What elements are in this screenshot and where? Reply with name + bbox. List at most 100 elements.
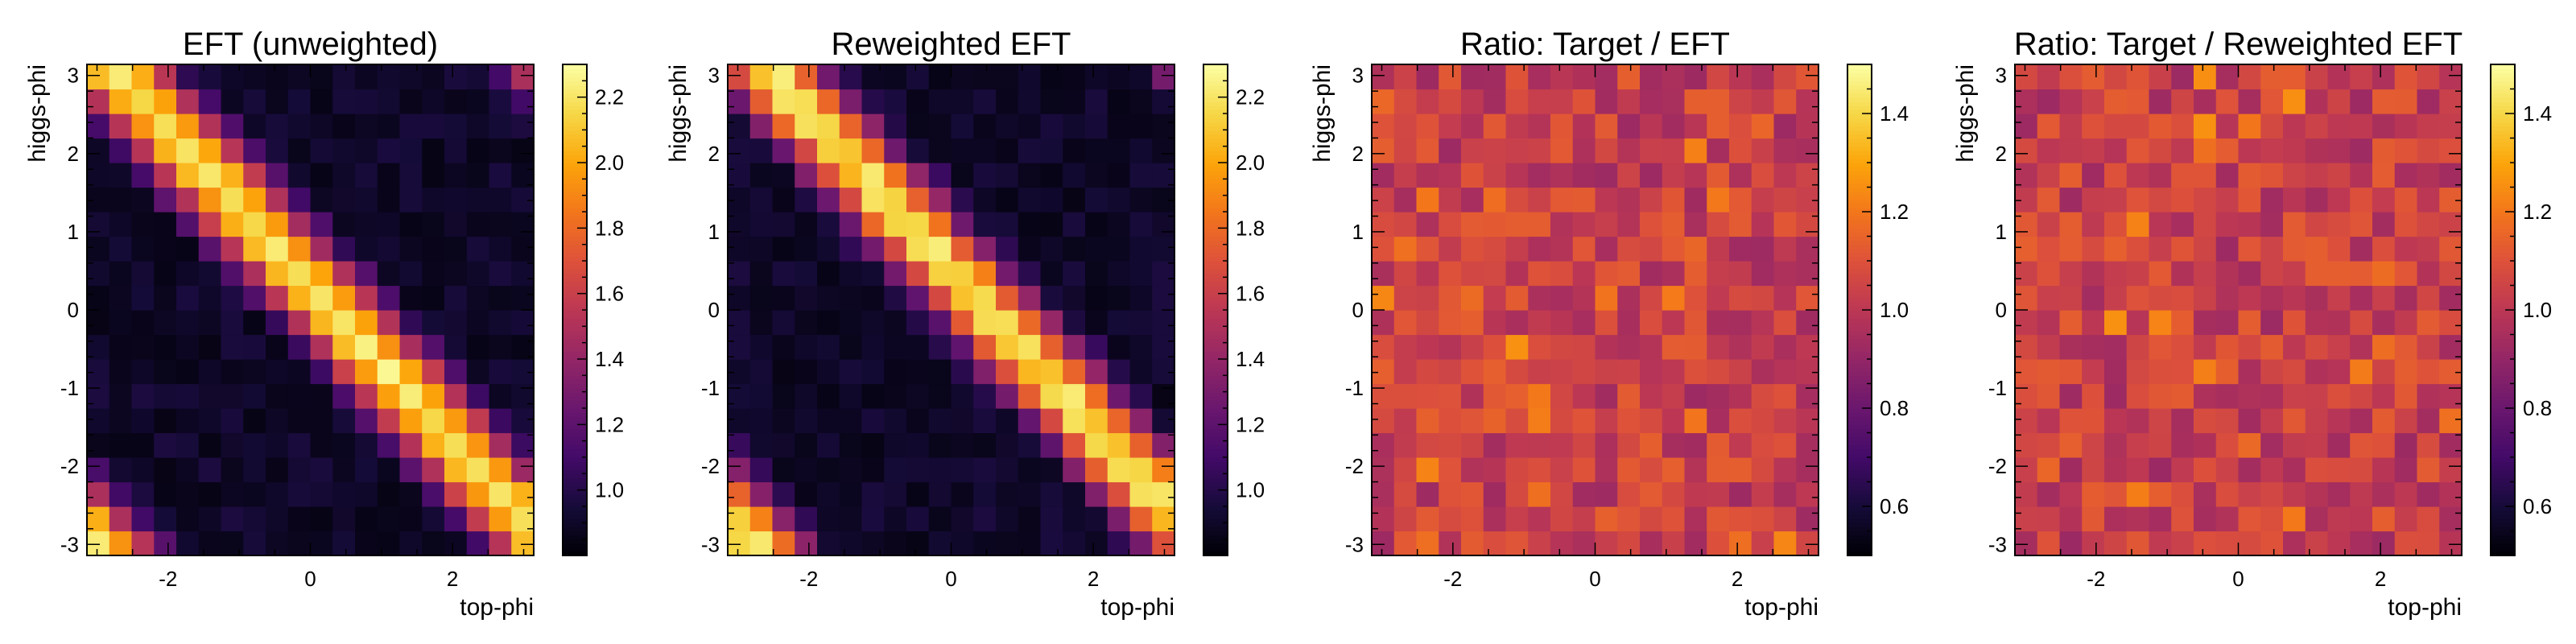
- heatmap-cell: [154, 236, 177, 262]
- colorbar-segment: [563, 97, 587, 102]
- heatmap-cell: [1796, 383, 1819, 409]
- heatmap-cell: [2350, 114, 2373, 139]
- heatmap-cell: [444, 212, 468, 237]
- heatmap-cell: [1751, 236, 1775, 262]
- heatmap-cell: [2171, 310, 2194, 336]
- heatmap-cell: [422, 89, 445, 114]
- heatmap-cell: [1107, 187, 1131, 213]
- colorbar-segment: [2491, 420, 2515, 426]
- y-tick-label: 1: [708, 220, 720, 244]
- heatmap-cell: [1572, 212, 1596, 237]
- heatmap-cell: [287, 64, 312, 90]
- colorbar-segment: [563, 518, 587, 524]
- colorbar-segment: [1203, 330, 1228, 336]
- heatmap-cell: [1129, 383, 1153, 409]
- heatmap-cell: [399, 138, 423, 163]
- heatmap-cell: [973, 138, 997, 163]
- colorbar-segment: [563, 195, 587, 200]
- heatmap-cell: [1129, 359, 1153, 385]
- heatmap-cell: [1085, 187, 1108, 213]
- colorbar-segment: [1203, 191, 1228, 196]
- colorbar-segment: [2491, 338, 2515, 344]
- heatmap-cell: [1372, 261, 1395, 287]
- colorbar-segment: [1847, 383, 1872, 389]
- heatmap-cell: [1416, 261, 1439, 287]
- heatmap-cell: [1063, 432, 1086, 458]
- heatmap-cell: [1595, 187, 1618, 213]
- heatmap-cell: [2417, 285, 2440, 311]
- heatmap-cell: [2394, 285, 2418, 311]
- heatmap-cell: [1572, 432, 1596, 458]
- colorbar-segment: [1203, 109, 1228, 114]
- colorbar-segment: [563, 530, 587, 536]
- heatmap-cell: [1773, 408, 1797, 434]
- y-tick-label: -2: [60, 454, 79, 478]
- heatmap-cell: [2215, 236, 2240, 262]
- heatmap-cell: [2015, 359, 2038, 385]
- heatmap-cell: [1483, 261, 1507, 287]
- heatmap-cell: [839, 481, 863, 507]
- heatmap-cell: [109, 481, 133, 507]
- heatmap-cell: [399, 408, 423, 434]
- heatmap-cell: [1040, 138, 1063, 163]
- heatmap-cell: [1372, 530, 1395, 556]
- heatmap-cell: [1528, 359, 1551, 385]
- heatmap-cell: [2059, 285, 2083, 311]
- colorbar-segment: [2491, 383, 2515, 389]
- heatmap-cell: [1617, 114, 1641, 139]
- heatmap-cell: [109, 383, 133, 409]
- heatmap-cell: [466, 359, 490, 385]
- heatmap-cell: [355, 310, 378, 336]
- heatmap-cell: [1372, 138, 1395, 163]
- heatmap-cell: [198, 408, 222, 434]
- heatmap-cell: [1707, 212, 1730, 237]
- heatmap-cell: [1751, 212, 1775, 237]
- heatmap-cell: [1372, 359, 1395, 385]
- heatmap-cell: [2015, 261, 2038, 287]
- heatmap-cell: [2215, 261, 2240, 287]
- heatmap-cell: [2104, 138, 2128, 163]
- heatmap-cell: [377, 236, 401, 262]
- heatmap-cell: [2417, 163, 2440, 188]
- heatmap-cell: [511, 89, 535, 114]
- heatmap-cell: [1617, 261, 1641, 287]
- colorbar-segment: [1847, 228, 1872, 233]
- heatmap-cell: [2350, 64, 2373, 90]
- heatmap-cell: [2015, 236, 2038, 262]
- heatmap-cell: [1505, 114, 1529, 139]
- colorbar-segment: [2491, 138, 2515, 143]
- heatmap-cell: [1617, 359, 1641, 385]
- heatmap-cell: [355, 163, 378, 188]
- colorbar-segment: [1847, 448, 1872, 454]
- heatmap-cell: [973, 89, 997, 114]
- heatmap-cell: [1572, 408, 1596, 434]
- heatmap-cell: [1707, 359, 1730, 385]
- heatmap-cell: [1107, 359, 1131, 385]
- heatmap-cell: [1018, 212, 1042, 237]
- heatmap-cell: [1393, 383, 1418, 409]
- heatmap-cell: [951, 212, 974, 237]
- heatmap-cell: [1152, 163, 1175, 188]
- heatmap-cell: [1572, 64, 1596, 90]
- colorbar-segment: [1203, 522, 1228, 528]
- heatmap-cell: [266, 261, 289, 287]
- heatmap-cell: [2260, 383, 2284, 409]
- heatmap-cell: [1751, 383, 1775, 409]
- colorbar-segment: [1847, 175, 1872, 180]
- heatmap-cell: [2104, 457, 2128, 483]
- heatmap-cell: [2305, 359, 2329, 385]
- colorbar-segment: [2491, 256, 2515, 262]
- colorbar-segment: [1203, 142, 1228, 147]
- heatmap-cell: [1040, 187, 1063, 213]
- heatmap-cell: [266, 432, 289, 458]
- heatmap-cell: [1707, 506, 1730, 532]
- heatmap-cell: [466, 212, 490, 237]
- heatmap-cell: [1729, 359, 1752, 385]
- colorbar-segment: [1847, 301, 1872, 307]
- heatmap-cell: [2015, 89, 2038, 114]
- heatmap-cell: [154, 408, 177, 434]
- heatmap-cell: [2037, 506, 2061, 532]
- heatmap-cell: [422, 138, 445, 163]
- heatmap-cell: [1152, 408, 1175, 434]
- heatmap-cell: [2417, 481, 2440, 507]
